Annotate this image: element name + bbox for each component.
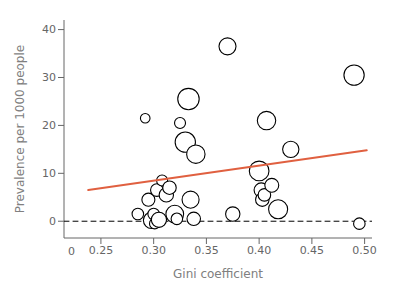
svg-text:Gini coefficient: Gini coefficient [173, 267, 263, 281]
svg-text:0: 0 [49, 215, 56, 228]
svg-text:0.45: 0.45 [300, 244, 325, 257]
svg-text:0: 0 [68, 245, 75, 258]
svg-text:Prevalence per 1000 people: Prevalence per 1000 people [13, 45, 27, 213]
svg-text:0.50: 0.50 [352, 244, 377, 257]
svg-text:0.40: 0.40 [247, 244, 272, 257]
svg-text:0.25: 0.25 [89, 244, 114, 257]
svg-text:0.30: 0.30 [141, 244, 166, 257]
svg-text:10: 10 [42, 167, 56, 180]
svg-text:0.35: 0.35 [194, 244, 219, 257]
svg-text:40: 40 [42, 23, 56, 36]
svg-text:30: 30 [42, 71, 56, 84]
svg-text:20: 20 [42, 119, 56, 132]
